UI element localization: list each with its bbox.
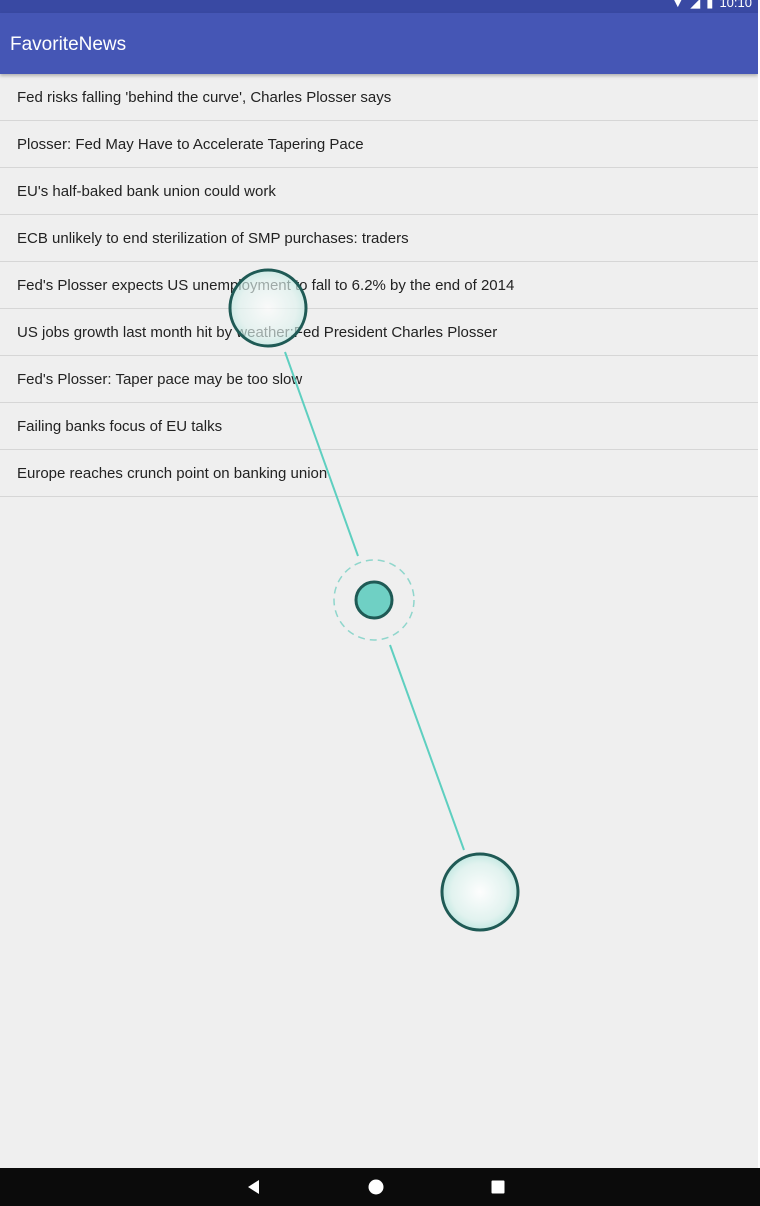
- recents-button[interactable]: [476, 1168, 520, 1206]
- touch-midpoint-ring: [333, 559, 415, 641]
- list-item[interactable]: US jobs growth last month hit by weather…: [0, 309, 758, 356]
- back-button[interactable]: [232, 1168, 276, 1206]
- news-list: Fed risks falling 'behind the curve', Ch…: [0, 74, 758, 497]
- right-edge: [758, 0, 760, 1168]
- wifi-icon: ▼: [671, 0, 685, 10]
- home-icon: [368, 1179, 384, 1195]
- list-item[interactable]: ECB unlikely to end sterilization of SMP…: [0, 215, 758, 262]
- app-bar: FavoriteNews: [0, 13, 758, 74]
- touch-midpoint: [354, 580, 394, 620]
- list-item[interactable]: Plosser: Fed May Have to Accelerate Tape…: [0, 121, 758, 168]
- signal-icon: ◢: [690, 0, 701, 10]
- list-item[interactable]: Europe reaches crunch point on banking u…: [0, 450, 758, 497]
- recents-icon: [491, 1180, 505, 1194]
- touch-end-point: [440, 852, 520, 932]
- back-icon: [248, 1180, 259, 1194]
- list-item[interactable]: Fed's Plosser: Taper pace may be too slo…: [0, 356, 758, 403]
- news-title: Plosser: Fed May Have to Accelerate Tape…: [17, 136, 364, 153]
- news-title: Fed risks falling 'behind the curve', Ch…: [17, 89, 392, 106]
- list-item[interactable]: Failing banks focus of EU talks: [0, 403, 758, 450]
- news-title: Failing banks focus of EU talks: [17, 418, 223, 435]
- status-time: 10:10: [719, 0, 752, 10]
- home-button[interactable]: [354, 1168, 398, 1206]
- status-bar: ▼ ◢ ▮ 10:10: [0, 0, 760, 13]
- list-item[interactable]: EU's half-baked bank union could work: [0, 168, 758, 215]
- news-title: Fed's Plosser: Taper pace may be too slo…: [17, 371, 303, 388]
- news-title: Fed's Plosser expects US unemployment to…: [17, 277, 515, 294]
- news-title: ECB unlikely to end sterilization of SMP…: [17, 230, 409, 247]
- battery-icon: ▮: [706, 0, 714, 10]
- news-title: EU's half-baked bank union could work: [17, 183, 276, 200]
- news-title: US jobs growth last month hit by weather…: [17, 324, 498, 341]
- list-item[interactable]: Fed's Plosser expects US unemployment to…: [0, 262, 758, 309]
- status-icons: ▼ ◢ ▮ 10:10: [671, 0, 752, 11]
- news-title: Europe reaches crunch point on banking u…: [17, 465, 328, 482]
- app-title: FavoriteNews: [10, 34, 127, 55]
- gesture-path-lower: [389, 644, 465, 851]
- list-item[interactable]: Fed risks falling 'behind the curve', Ch…: [0, 74, 758, 121]
- navigation-bar: [0, 1168, 760, 1206]
